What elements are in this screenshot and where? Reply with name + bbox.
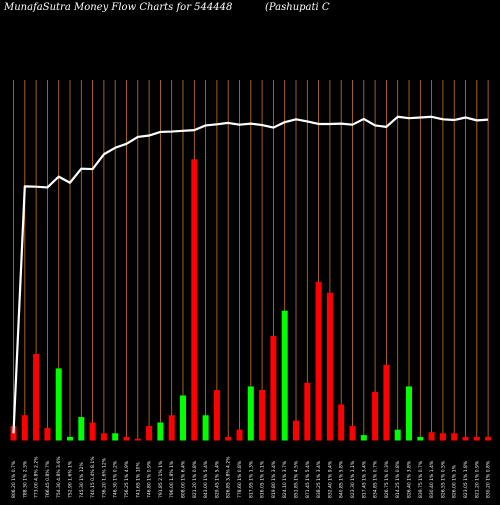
money-flow-bar	[78, 417, 85, 441]
money-flow-bar	[338, 404, 345, 441]
x-tick-label: 838.25 1% 3.4%	[316, 460, 322, 498]
x-tick-label: 871.45 1% 5.4%	[305, 460, 311, 498]
money-flow-bar	[67, 436, 73, 441]
money-flow-bar	[428, 432, 435, 441]
money-flow-bar	[225, 436, 232, 441]
money-flow-bar	[394, 429, 401, 441]
x-tick-label: 851.85 1% 4.5%	[294, 460, 300, 498]
money-flow-bar	[349, 426, 356, 441]
money-flow-bar	[100, 433, 107, 441]
money-flow-bar	[168, 415, 175, 441]
x-tick-label: 826.75 1% 0.3%	[384, 460, 390, 498]
bars	[10, 159, 492, 441]
money-flow-bar	[21, 415, 28, 441]
money-flow-bar	[259, 390, 266, 441]
x-tick-label: 796.00 1.8% 1%	[169, 460, 175, 498]
money-flow-bar	[33, 353, 40, 441]
x-tick-label: 824.10 1% 3.7%	[282, 460, 288, 498]
money-flow-bar	[293, 420, 299, 441]
x-tick-label: 821.20 1% 0.8%	[192, 460, 198, 498]
x-tick-label: 830.20 1% 0.8%	[486, 460, 492, 498]
x-tick-label: 839.75 1% 0.7%	[418, 460, 424, 498]
money-flow-line-layer	[12, 115, 489, 434]
x-tick-label: 745.30 1% 12%	[79, 462, 85, 498]
x-tick-label: 752.90 1.6% 1%	[68, 460, 74, 498]
x-tick-label: 736.20 1.6% 12%	[101, 457, 107, 498]
money-flow-bar	[485, 436, 492, 441]
money-flow-bar	[326, 292, 333, 441]
x-tick-label: 821.20 1% 0.9%	[474, 460, 480, 498]
money-flow-bar	[383, 364, 390, 441]
money-flow-bar	[406, 386, 412, 441]
x-tick-label: 746.30 1% 0.2%	[113, 460, 119, 498]
money-flow-bar	[417, 436, 424, 441]
x-tick-label: 826.55 1% 0.5%	[440, 460, 446, 498]
x-tick-label: 826.00 1% 1%	[452, 464, 458, 498]
x-tick-label: 778.60 1% 0.8%	[237, 460, 243, 498]
money-flow-bar	[270, 335, 277, 441]
money-flow-line	[12, 115, 489, 434]
money-flow-bar	[315, 281, 322, 441]
money-flow-bar	[89, 422, 96, 441]
money-flow-bar	[134, 438, 141, 441]
x-tick-label: 808.00 1% 6.4%	[181, 460, 187, 498]
x-tick-label: 773.00 4.8% 2.2%	[34, 456, 40, 498]
x-tick-label: 740.15 0.4% 8.1%	[90, 456, 96, 498]
x-tick-label: 816.05 1% 0.1%	[260, 460, 266, 498]
x-tick-label: 829.45 1% 5.4%	[214, 460, 220, 498]
x-tick-label: 756.25 1% 4.9%	[124, 460, 130, 498]
x-tick-label: 741.65 1% 10%	[135, 462, 141, 498]
x-tick-label: 826.85 3.8% 4.2%	[226, 456, 232, 498]
money-flow-bar	[372, 391, 379, 441]
money-flow-bar	[473, 436, 480, 441]
x-tick-label: 830.40 1% 1.4%	[429, 460, 435, 498]
x-tick-label: 746.80 1% 0.9%	[147, 460, 153, 498]
money-flow-bar	[304, 382, 311, 441]
x-tick-label: 817.95 1% 1.3%	[248, 460, 254, 498]
money-flow-bar	[202, 415, 209, 441]
x-tick-labels: 806.20 1% 0.7% 788.30 1% 2.3% 773.00 4.8% …	[11, 456, 492, 498]
x-tick-label: 754.30 4.8% 3.6%	[56, 456, 62, 498]
money-flow-bar	[112, 433, 119, 441]
money-flow-bar	[451, 433, 458, 441]
money-flow-bar	[146, 426, 153, 441]
x-tick-label: 806.20 1% 0.7%	[11, 460, 17, 498]
money-flow-bar	[247, 386, 254, 441]
x-tick-label: 843.00 1% 5.4%	[203, 460, 209, 498]
x-tick-label: 819.80 1% 3.4%	[271, 460, 277, 498]
x-tick-label: 814.25 1% 0.8%	[395, 460, 401, 498]
money-flow-bar	[55, 368, 62, 441]
chart-title: MunafaSutra Money Flow Charts for 544448	[3, 2, 232, 13]
x-tick-label: 823.30 1% 1.1%	[350, 460, 356, 498]
money-flow-bar	[157, 422, 164, 441]
money-flow-bar	[191, 159, 198, 441]
x-tick-label: 823.05 1% 1.8%	[463, 460, 469, 498]
x-tick-label: 817.45 1% 3.4%	[361, 460, 367, 498]
x-tick-label: 840.85 1% 5.8%	[339, 460, 345, 498]
money-flow-bar	[213, 390, 220, 441]
money-flow-bar	[44, 427, 51, 441]
money-flow-bar	[462, 436, 469, 441]
gridlines	[13, 80, 489, 441]
money-flow-bar	[123, 436, 130, 441]
x-tick-label: 791.85 2.1% 1%	[158, 460, 164, 498]
money-flow-bar	[360, 435, 367, 441]
money-flow-bar	[180, 395, 186, 441]
money-flow-bar	[281, 310, 288, 441]
chart-subtitle: (Pashupati C	[265, 2, 330, 13]
money-flow-bar	[236, 429, 243, 441]
x-tick-label: 766.45 0.8% 7%	[45, 460, 51, 498]
x-tick-label: 826.40 1% 3.8%	[407, 460, 413, 498]
money-flow-bar	[439, 433, 446, 441]
x-tick-label: 788.30 1% 2.3%	[22, 460, 28, 498]
x-tick-label: 834.85 1% 0.7%	[373, 460, 379, 498]
x-tick-label: 832.40 1% 9.4%	[327, 460, 333, 498]
